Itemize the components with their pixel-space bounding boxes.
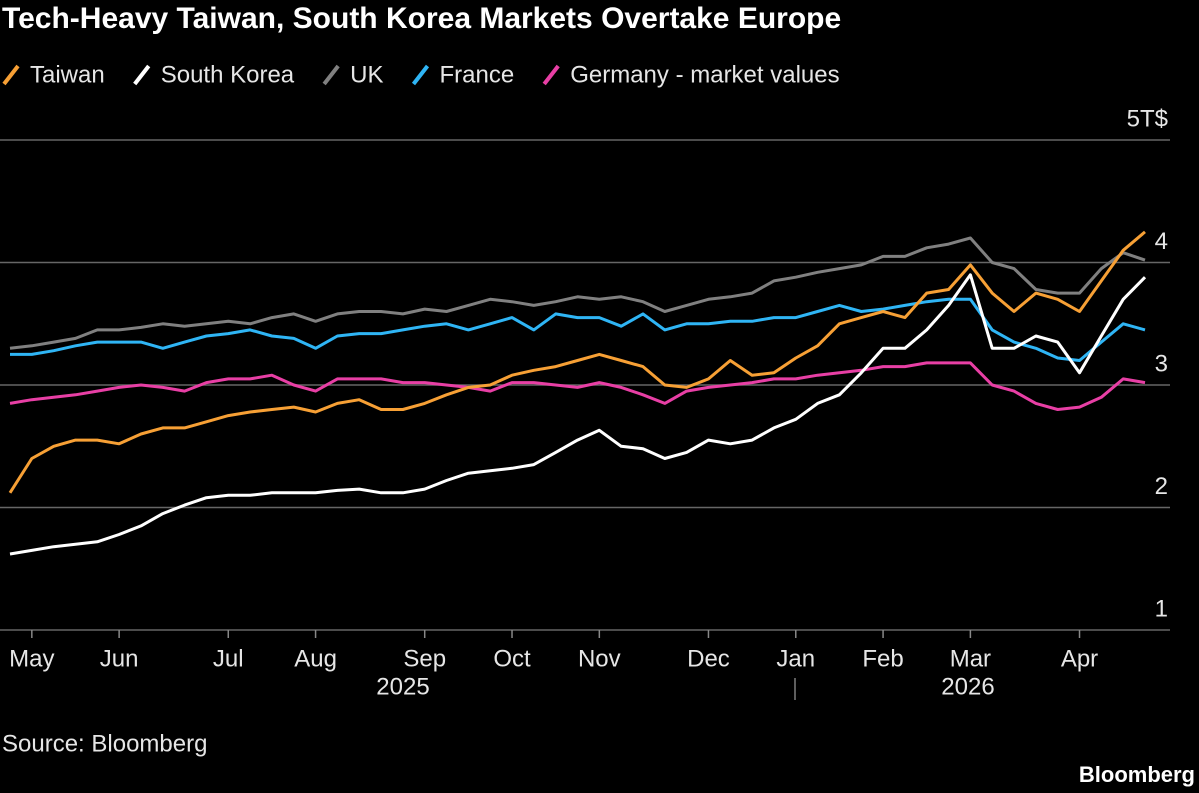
- x-tick-label: Dec: [687, 645, 730, 672]
- year-label: 2026: [941, 673, 994, 700]
- legend-marker: [322, 64, 340, 86]
- logo: Bloomberg: [1079, 762, 1195, 787]
- y-tick-label: 3: [1155, 350, 1168, 377]
- y-tick-label: 5T$: [1127, 105, 1168, 132]
- x-tick-label: Sep: [403, 645, 446, 672]
- legend-label: South Korea: [161, 61, 295, 88]
- x-tick-label: Jan: [776, 645, 815, 672]
- x-tick-label: Mar: [950, 645, 991, 672]
- source: Source: Bloomberg: [2, 730, 207, 757]
- series-line: [9, 361, 1146, 411]
- legend-marker: [411, 64, 430, 86]
- legend-label: Taiwan: [30, 61, 105, 88]
- legend-marker: [542, 64, 560, 86]
- legend-label: Germany - market values: [570, 61, 839, 88]
- x-tick-label: Feb: [862, 645, 903, 672]
- series-line: [10, 297, 1146, 362]
- y-tick-label: 2: [1155, 473, 1168, 500]
- x-tick-label: Jun: [100, 645, 139, 672]
- x-tick-label: May: [9, 645, 54, 672]
- chart-title: Tech-Heavy Taiwan, South Korea Markets O…: [2, 2, 841, 35]
- legend-marker: [2, 64, 20, 86]
- series-line: [9, 236, 1146, 350]
- x-tick-label: Apr: [1061, 645, 1098, 672]
- series-line: [8, 230, 1146, 494]
- series-line: [9, 273, 1147, 556]
- y-tick-label: 4: [1155, 228, 1168, 255]
- year-label: 2025: [376, 673, 429, 700]
- legend-marker: [133, 64, 151, 86]
- x-tick-label: Oct: [493, 645, 531, 672]
- x-tick-label: Nov: [578, 645, 621, 672]
- x-tick-label: Aug: [294, 645, 337, 672]
- y-tick-label: 1: [1155, 595, 1168, 622]
- legend-label: UK: [350, 61, 383, 88]
- legend-label: France: [440, 61, 515, 88]
- x-tick-label: Jul: [213, 645, 244, 672]
